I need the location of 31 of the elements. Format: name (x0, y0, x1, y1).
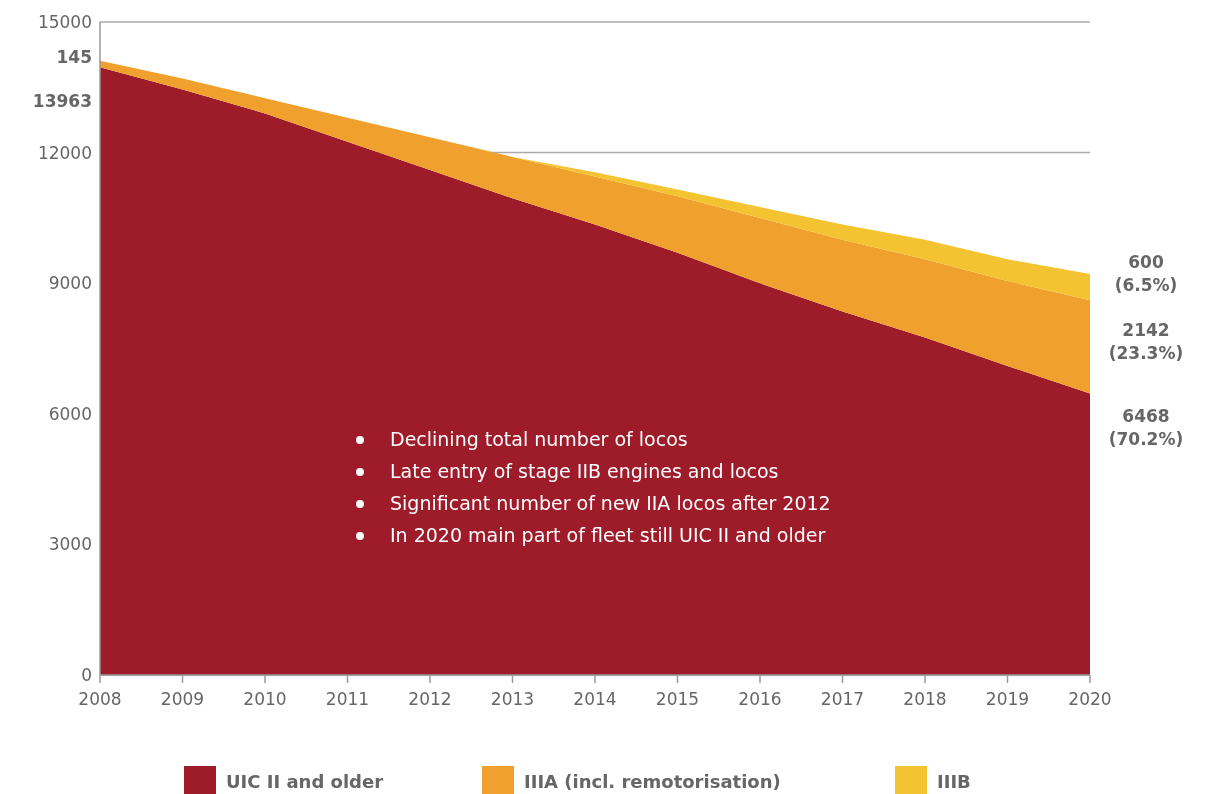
y-tick-label: 15000 (37, 12, 92, 32)
x-tick-label: 2013 (490, 689, 535, 709)
y-tick-label: 12000 (37, 142, 92, 163)
data-label: 600 (6.5%) (1114, 252, 1178, 296)
x-tick-label: 2008 (78, 689, 122, 709)
x-tick-label: 2009 (160, 689, 205, 709)
x-tick-label: 2014 (573, 689, 617, 709)
x-tick-label: 2012 (408, 689, 452, 709)
legend-label: IIIB (937, 771, 971, 792)
legend-label: IIIA (incl. remotorisation) (524, 771, 781, 792)
x-tick-label: 2015 (655, 689, 700, 709)
annotation: Late entry of stage IIB engines and locos (390, 460, 779, 482)
data-label: 13963 (32, 91, 92, 112)
data-label: 2142 (23.3%) (1108, 319, 1184, 363)
x-tick-label: 2018 (903, 689, 947, 709)
data-label: 6468 (70.2%) (1108, 406, 1184, 450)
y-tick-label: 9000 (48, 273, 92, 294)
data-label: 145 (56, 46, 92, 67)
y-tick-label: 6000 (48, 403, 92, 424)
y-tick-label: 0 (81, 665, 92, 685)
x-tick-label: 2017 (820, 689, 865, 709)
y-tick-label: 3000 (48, 534, 92, 555)
x-tick-label: 2011 (325, 689, 370, 709)
annotation: Declining total number of locos (390, 428, 688, 450)
x-tick-label: 2019 (985, 689, 1030, 709)
x-tick-label: 2020 (1068, 689, 1112, 709)
legend-label: UIC II and older (226, 771, 384, 792)
x-tick-label: 2016 (738, 689, 782, 709)
annotation: In 2020 main part of fleet still UIC II and older (390, 524, 826, 546)
x-tick-label: 2010 (243, 689, 287, 709)
annotation: Significant number of new IIA locos after 2012 (390, 492, 831, 514)
